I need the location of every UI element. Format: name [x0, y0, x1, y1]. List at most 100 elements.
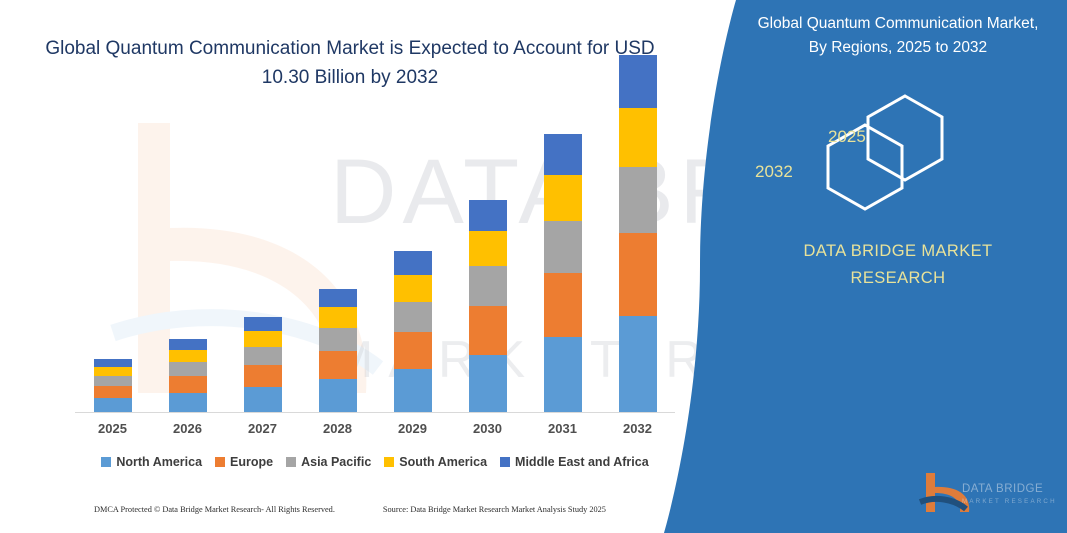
x-tick-2031: 2031	[548, 421, 577, 436]
bar-segment	[618, 233, 657, 316]
bar-segment	[243, 387, 282, 412]
bar-segment	[543, 337, 582, 412]
legend-label: Asia Pacific	[301, 455, 372, 469]
hexagon-outlines-icon	[826, 94, 944, 211]
legend-item[interactable]: Asia Pacific	[286, 455, 371, 469]
bar-segment	[618, 167, 657, 233]
logo-tagline: MARKET RESEARCH	[962, 498, 1057, 505]
hexagon-2032-shape	[826, 123, 904, 211]
bar-segment	[168, 362, 207, 376]
bar-segment	[318, 351, 357, 379]
bar-segment	[393, 369, 432, 412]
hexagon-2025-label: 2025	[828, 127, 866, 146]
legend-item[interactable]: North America	[101, 455, 202, 469]
hexagon-2032-label: 2032	[755, 162, 793, 181]
legend-label: South America	[399, 455, 488, 469]
bar-segment	[468, 200, 507, 231]
bar-column	[77, 120, 149, 412]
bar-segment	[168, 393, 207, 412]
bar-segment	[393, 302, 432, 332]
brand-name: DATA BRIDGE MARKET RESEARCH	[748, 238, 1048, 292]
bar-segment	[168, 339, 207, 350]
legend-item[interactable]: Middle East and Africa	[500, 455, 649, 469]
bar-column	[227, 120, 299, 412]
bar-segment	[393, 332, 432, 369]
bar-segment	[318, 328, 357, 351]
legend-swatch-icon	[215, 457, 226, 467]
chart-x-axis	[75, 412, 675, 413]
bar-segment	[93, 376, 132, 386]
bar-segment	[543, 175, 582, 221]
bar-segment	[318, 289, 357, 307]
brand-panel-title: Global Quantum Communication Market, By …	[757, 15, 1039, 56]
legend-item[interactable]: Europe	[215, 455, 273, 469]
bar-segment	[243, 347, 282, 365]
legend-label: Europe	[230, 455, 274, 469]
bar-segment	[543, 221, 582, 273]
stacked-bar-chart	[75, 55, 675, 412]
brand-name-line2: RESEARCH	[850, 269, 946, 287]
footer-bar: DMCA Protected © Data Bridge Market Rese…	[0, 505, 700, 514]
stacked-bar-2028	[318, 289, 357, 412]
bar-segment	[93, 367, 132, 376]
bar-column	[527, 120, 599, 412]
bar-segment	[618, 108, 657, 167]
bar-segment	[93, 398, 132, 412]
stacked-bar-2032	[618, 55, 657, 412]
bar-segment	[318, 379, 357, 412]
bar-segment	[468, 306, 507, 355]
logo-wordmark: DATA BRIDGE	[962, 483, 1044, 495]
bar-segment	[543, 134, 582, 175]
data-bridge-logo-icon	[918, 473, 970, 512]
chart-pane: Global Quantum Communication Market is E…	[0, 38, 700, 514]
bar-segment	[318, 307, 357, 328]
brand-name-line1: DATA BRIDGE MARKET	[803, 242, 993, 260]
bar-column	[377, 120, 449, 412]
bar-segment	[93, 359, 132, 367]
legend-swatch-icon	[101, 457, 112, 467]
bar-column	[602, 55, 674, 412]
bar-segment	[243, 317, 282, 331]
footer-copyright: DMCA Protected © Data Bridge Market Rese…	[94, 505, 335, 514]
legend-swatch-icon	[500, 457, 511, 467]
bar-segment	[393, 275, 432, 302]
bar-segment	[168, 376, 207, 393]
stacked-bar-2029	[393, 251, 432, 412]
x-tick-2028: 2028	[323, 421, 352, 436]
bar-column	[302, 120, 374, 412]
page-title: Global Quantum Communication Market is E…	[45, 38, 655, 88]
brand-panel-content: Global Quantum Communication Market, By …	[728, 0, 1067, 533]
legend-swatch-icon	[384, 457, 395, 467]
legend-swatch-icon	[286, 457, 297, 467]
legend-label: North America	[116, 455, 203, 469]
hexagon-2025-shape	[866, 94, 944, 182]
stacked-bar-2031	[543, 134, 582, 412]
stacked-bar-2025	[93, 359, 132, 412]
bar-column	[152, 120, 224, 412]
stacked-bar-2027	[243, 317, 282, 412]
bar-segment	[543, 273, 582, 337]
bar-segment	[93, 386, 132, 398]
x-tick-2029: 2029	[398, 421, 427, 436]
chart-legend: North America Europe Asia Pacific South Ame…	[75, 455, 675, 469]
x-tick-2025: 2025	[98, 421, 127, 436]
bar-segment	[393, 251, 432, 275]
bar-segment	[168, 350, 207, 362]
x-tick-2030: 2030	[473, 421, 502, 436]
legend-item[interactable]: South America	[384, 455, 487, 469]
bar-segment	[468, 355, 507, 412]
x-tick-2026: 2026	[173, 421, 202, 436]
footer-source: Source: Data Bridge Market Research Mark…	[382, 505, 606, 514]
bar-segment	[468, 266, 507, 306]
legend-label: Middle East and Africa	[515, 455, 649, 469]
bar-segment	[618, 55, 657, 108]
x-axis-tick-labels: 2025 2026 2027 2028 2029 2030 2031 2032	[75, 421, 675, 436]
hexagon-group	[818, 92, 998, 217]
stacked-bar-2030	[468, 200, 507, 412]
stacked-bar-2026	[168, 339, 207, 412]
x-tick-2027: 2027	[248, 421, 277, 436]
bar-segment	[468, 231, 507, 266]
bar-segment	[243, 365, 282, 387]
bar-segment	[618, 316, 657, 412]
